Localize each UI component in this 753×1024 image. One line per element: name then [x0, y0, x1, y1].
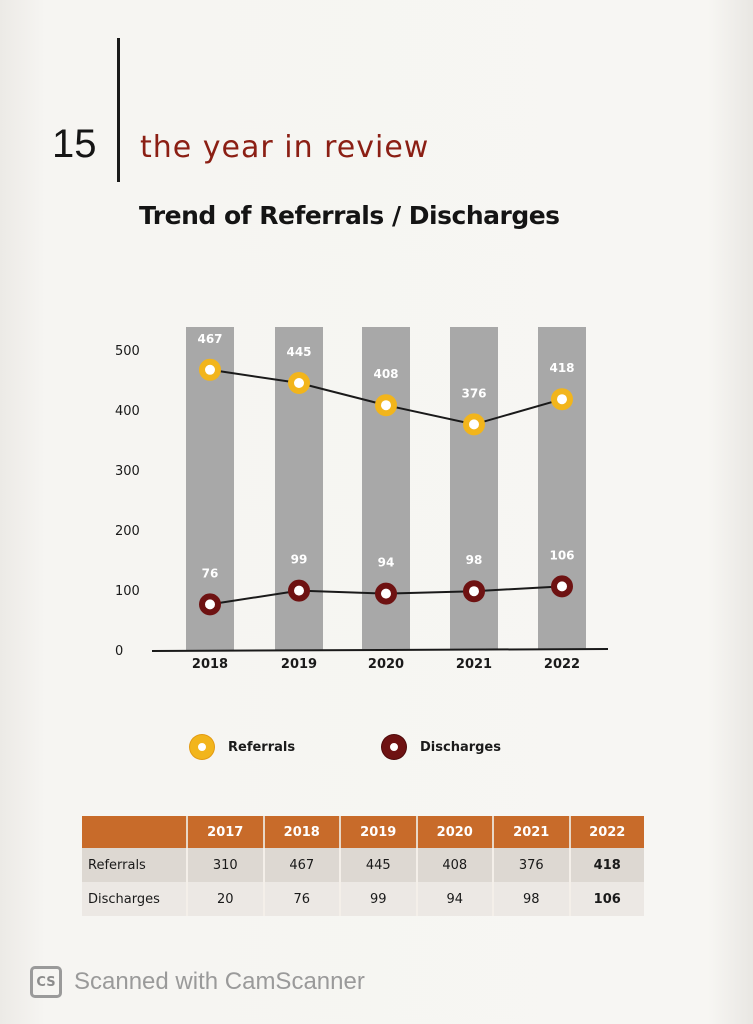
- trend-chart: 0 100 200 300 400 500 2018 2019 2020 2021 2022 467 4…: [115, 327, 609, 672]
- table-cell: 98: [493, 882, 571, 916]
- x-tick-label: 2020: [368, 657, 404, 672]
- data-point-discharges: [199, 593, 221, 616]
- x-tick-label: 2021: [456, 657, 492, 672]
- table-cell: 94: [416, 882, 494, 916]
- table-header-cell: 2021: [493, 816, 571, 848]
- column-bar: [538, 327, 586, 650]
- section-title: the year in review: [140, 130, 430, 165]
- legend-label-referrals: Referrals: [228, 739, 296, 755]
- table-header-cell: 2020: [416, 816, 494, 848]
- data-point-referrals: [463, 413, 485, 436]
- camscanner-logo-icon: CS: [30, 966, 62, 998]
- table-cell: 445: [340, 848, 418, 882]
- data-point-referrals: [375, 394, 397, 417]
- data-label-discharges: 94: [378, 556, 395, 570]
- table-cell: 106: [569, 882, 644, 916]
- x-tick-label: 2018: [192, 657, 228, 672]
- camscanner-footer: CS Scanned with CamScanner: [30, 962, 365, 1002]
- table-row-label: Discharges: [82, 882, 188, 916]
- x-tick-label: 2019: [281, 657, 317, 672]
- table-header-cell: 2019: [340, 816, 418, 848]
- y-tick-label: 100: [115, 584, 140, 599]
- data-point-referrals: [551, 388, 573, 411]
- data-point-discharges: [288, 579, 310, 602]
- legend-item-referrals: Referrals: [190, 727, 295, 767]
- data-point-discharges: [375, 582, 397, 605]
- y-tick-label: 500: [115, 344, 140, 359]
- table-cell: 76: [263, 882, 341, 916]
- data-table: 2017 2018 2019 2020 2021 2022 Referrals …: [82, 816, 644, 916]
- divider-line: [117, 38, 120, 182]
- table-header-cell: [82, 816, 188, 848]
- data-label-discharges: 98: [466, 553, 483, 567]
- table-row: Discharges 20 76 99 94 98 106: [82, 882, 644, 916]
- table-cell: 20: [187, 882, 265, 916]
- data-point-discharges: [551, 575, 573, 598]
- data-label-referrals: 467: [197, 332, 222, 346]
- referrals-legend-marker: [190, 735, 214, 759]
- y-tick-label: 0: [115, 644, 123, 659]
- data-label-referrals: 408: [373, 367, 398, 381]
- y-tick-label: 400: [115, 404, 140, 419]
- y-tick-label: 300: [115, 464, 140, 479]
- data-point-referrals: [288, 372, 310, 394]
- x-axis-line: [151, 648, 609, 652]
- table-header-row: 2017 2018 2019 2020 2021 2022: [82, 816, 644, 848]
- table-cell: 467: [263, 848, 341, 882]
- data-label-referrals: 418: [549, 361, 574, 375]
- table-cell: 408: [416, 848, 494, 882]
- data-point-discharges: [463, 580, 485, 603]
- table-cell: 376: [493, 848, 571, 882]
- data-label-referrals: 445: [286, 345, 311, 359]
- table-header-cell: 2017: [187, 816, 265, 848]
- discharges-legend-marker: [382, 735, 406, 759]
- data-label-discharges: 99: [291, 553, 308, 567]
- legend-item-discharges: Discharges: [382, 727, 501, 767]
- page-number: 15: [52, 122, 97, 166]
- table-row-label: Referrals: [82, 848, 188, 882]
- chart-title: Trend of Referrals / Discharges: [139, 201, 560, 230]
- table-header-cell: 2018: [263, 816, 341, 848]
- footer-text: Scanned with CamScanner: [74, 968, 365, 995]
- table-cell: 99: [340, 882, 418, 916]
- data-point-referrals: [199, 358, 221, 381]
- data-label-referrals: 376: [461, 386, 486, 400]
- table-cell: 418: [569, 848, 644, 882]
- table-header-cell: 2022: [569, 816, 644, 848]
- legend-label-discharges: Discharges: [420, 739, 501, 755]
- table-row: Referrals 310 467 445 408 376 418: [82, 848, 644, 882]
- table-cell: 310: [187, 848, 265, 882]
- y-tick-label: 200: [115, 524, 140, 539]
- data-label-discharges: 106: [549, 548, 574, 562]
- data-label-discharges: 76: [202, 566, 219, 580]
- x-tick-label: 2022: [544, 657, 580, 672]
